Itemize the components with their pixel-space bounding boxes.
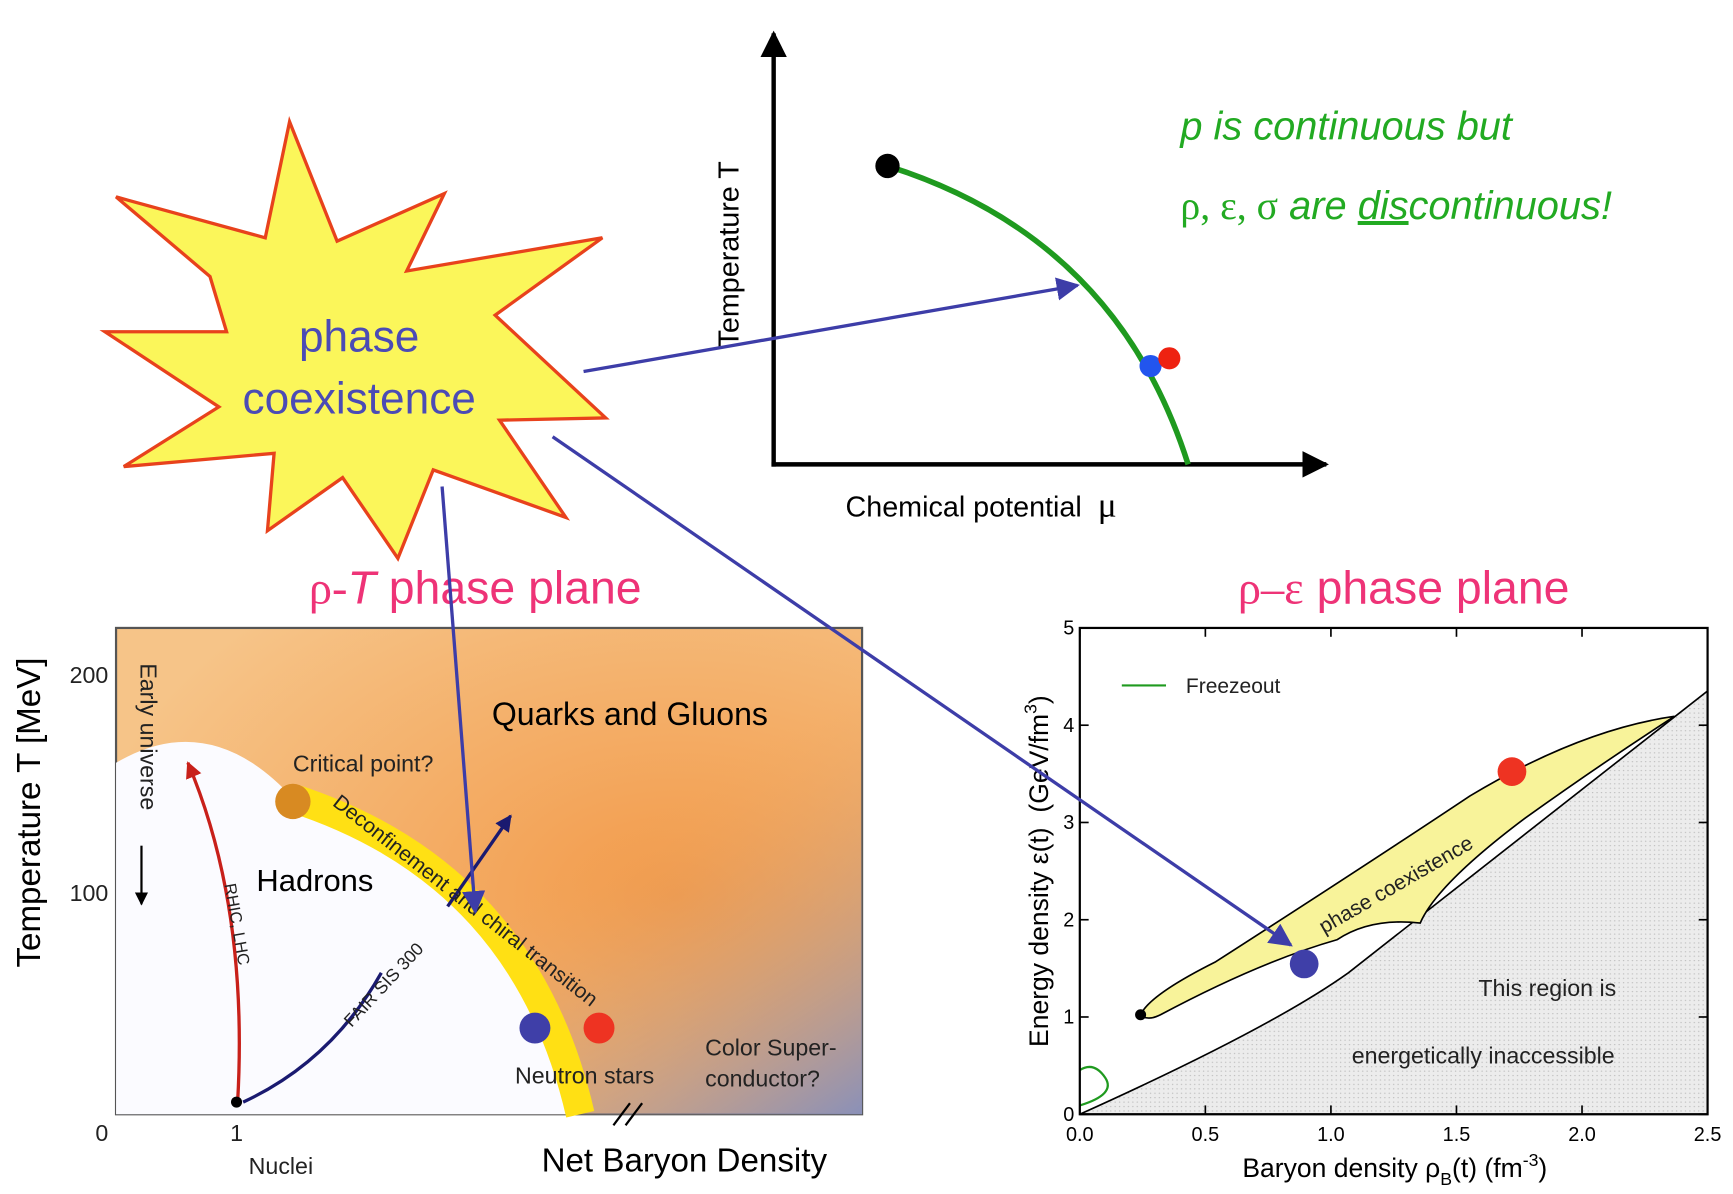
x-tick-label: 1.0 bbox=[1317, 1124, 1345, 1146]
region-label: This region is bbox=[1478, 975, 1616, 1001]
plot-title: ρ–ε phase plane bbox=[1238, 562, 1570, 615]
region-label: energetically inaccessible bbox=[1352, 1042, 1615, 1068]
critical-point bbox=[875, 154, 899, 178]
label: Hadrons bbox=[256, 863, 373, 898]
text: phase plane bbox=[376, 562, 642, 614]
symbols: ρ–ε bbox=[1238, 564, 1304, 615]
label: conductor? bbox=[705, 1066, 820, 1092]
plot-title: ρ-T phase plane bbox=[309, 562, 642, 615]
critical-point bbox=[275, 784, 310, 819]
x-tick-label: 1 bbox=[230, 1120, 243, 1146]
subscript: B bbox=[1440, 1169, 1452, 1189]
label-text: Chemical potential bbox=[846, 491, 1098, 523]
y-tick-label: 5 bbox=[1063, 618, 1074, 640]
y-tick-label: 0 bbox=[95, 1120, 108, 1146]
x-axis-label: Baryon density ρB(t) (fm-3) bbox=[1242, 1150, 1547, 1189]
x-tick-label: 0.0 bbox=[1066, 1124, 1094, 1146]
text: Baryon density ρ bbox=[1242, 1153, 1440, 1183]
starburst-line: coexistence bbox=[243, 375, 476, 424]
red-point bbox=[1498, 757, 1527, 786]
y-tick-label: 2 bbox=[1063, 909, 1074, 931]
note-line: p is continuous but bbox=[1179, 104, 1514, 148]
critical-point bbox=[1135, 1009, 1146, 1020]
y-tick-label: 1 bbox=[1063, 1007, 1074, 1029]
blue-point bbox=[519, 1013, 550, 1044]
symbols: ρ, ε, σ bbox=[1180, 184, 1278, 228]
coexistence-curve bbox=[887, 166, 1188, 464]
y-tick-label: 200 bbox=[70, 662, 109, 688]
legend-label: Freezeout bbox=[1186, 675, 1281, 698]
y-tick-label: 0 bbox=[1063, 1104, 1074, 1126]
symbol: ρ- bbox=[309, 564, 348, 615]
y-axis-label: Temperature T [MeV] bbox=[11, 657, 48, 967]
text: ) bbox=[1538, 1153, 1547, 1183]
blue-point bbox=[1290, 950, 1319, 979]
y-tick-label: 3 bbox=[1063, 812, 1074, 834]
italic: T bbox=[347, 562, 379, 614]
red-point bbox=[1158, 347, 1180, 369]
text: ) bbox=[1024, 695, 1054, 704]
superscript: 3 bbox=[1021, 704, 1041, 714]
x-tick-caption: Nuclei bbox=[249, 1153, 313, 1179]
connector-arrow bbox=[584, 285, 1078, 371]
x-tick-label: 2.5 bbox=[1694, 1124, 1722, 1146]
text: continuous! bbox=[1409, 184, 1612, 228]
text: (t) (fm bbox=[1452, 1153, 1523, 1183]
x-tick-label: 1.5 bbox=[1443, 1124, 1471, 1146]
note-line: ρ, ε, σ are discontinuous! bbox=[1180, 184, 1612, 228]
text: are bbox=[1278, 184, 1358, 228]
y-tick-label: 100 bbox=[70, 880, 109, 906]
mu: μ bbox=[1098, 484, 1117, 524]
starburst-line: phase bbox=[299, 313, 419, 362]
label: Quarks and Gluons bbox=[492, 696, 768, 732]
slide: phase coexistence Temperature T Chemical… bbox=[0, 0, 1733, 1194]
x-tick-label: 2.0 bbox=[1568, 1124, 1596, 1146]
y-axis-label: Energy density ε(t) (GeV/fm3) bbox=[1021, 695, 1054, 1047]
x-tick-label: 0.5 bbox=[1192, 1124, 1220, 1146]
x-axis-label: Net Baryon Density bbox=[542, 1143, 828, 1180]
y-tick-label: 4 bbox=[1063, 715, 1074, 737]
label: Color Super- bbox=[705, 1035, 836, 1061]
red-point bbox=[584, 1013, 615, 1044]
nuclei-point bbox=[231, 1097, 242, 1108]
y-axis-label: Temperature T bbox=[713, 161, 745, 347]
x-axis-label: Chemical potential μ bbox=[846, 484, 1117, 524]
underlined: dis bbox=[1358, 184, 1409, 228]
label: Critical point? bbox=[293, 751, 434, 777]
label: Neutron stars bbox=[515, 1062, 654, 1088]
label: Early universe bbox=[135, 663, 161, 810]
text: phase plane bbox=[1304, 562, 1570, 614]
superscript: -3 bbox=[1523, 1150, 1539, 1170]
